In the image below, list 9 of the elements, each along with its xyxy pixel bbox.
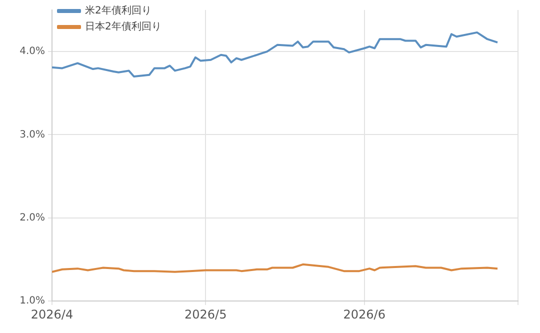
x-tick-label: 2026/5 (184, 307, 227, 322)
x-tick-label: 2026/4 (30, 307, 74, 322)
legend-label: 米2年債利回り (85, 4, 152, 17)
y-tick-label: 1.0% (20, 296, 45, 307)
legend-label: 日本2年債利回り (85, 20, 162, 33)
y-tick-label: 3.0% (20, 129, 45, 140)
y-tick-label: 4.0% (20, 46, 45, 58)
x-tick-label: 2026/6 (343, 307, 386, 322)
y-tick-label: 2.0% (20, 212, 45, 224)
